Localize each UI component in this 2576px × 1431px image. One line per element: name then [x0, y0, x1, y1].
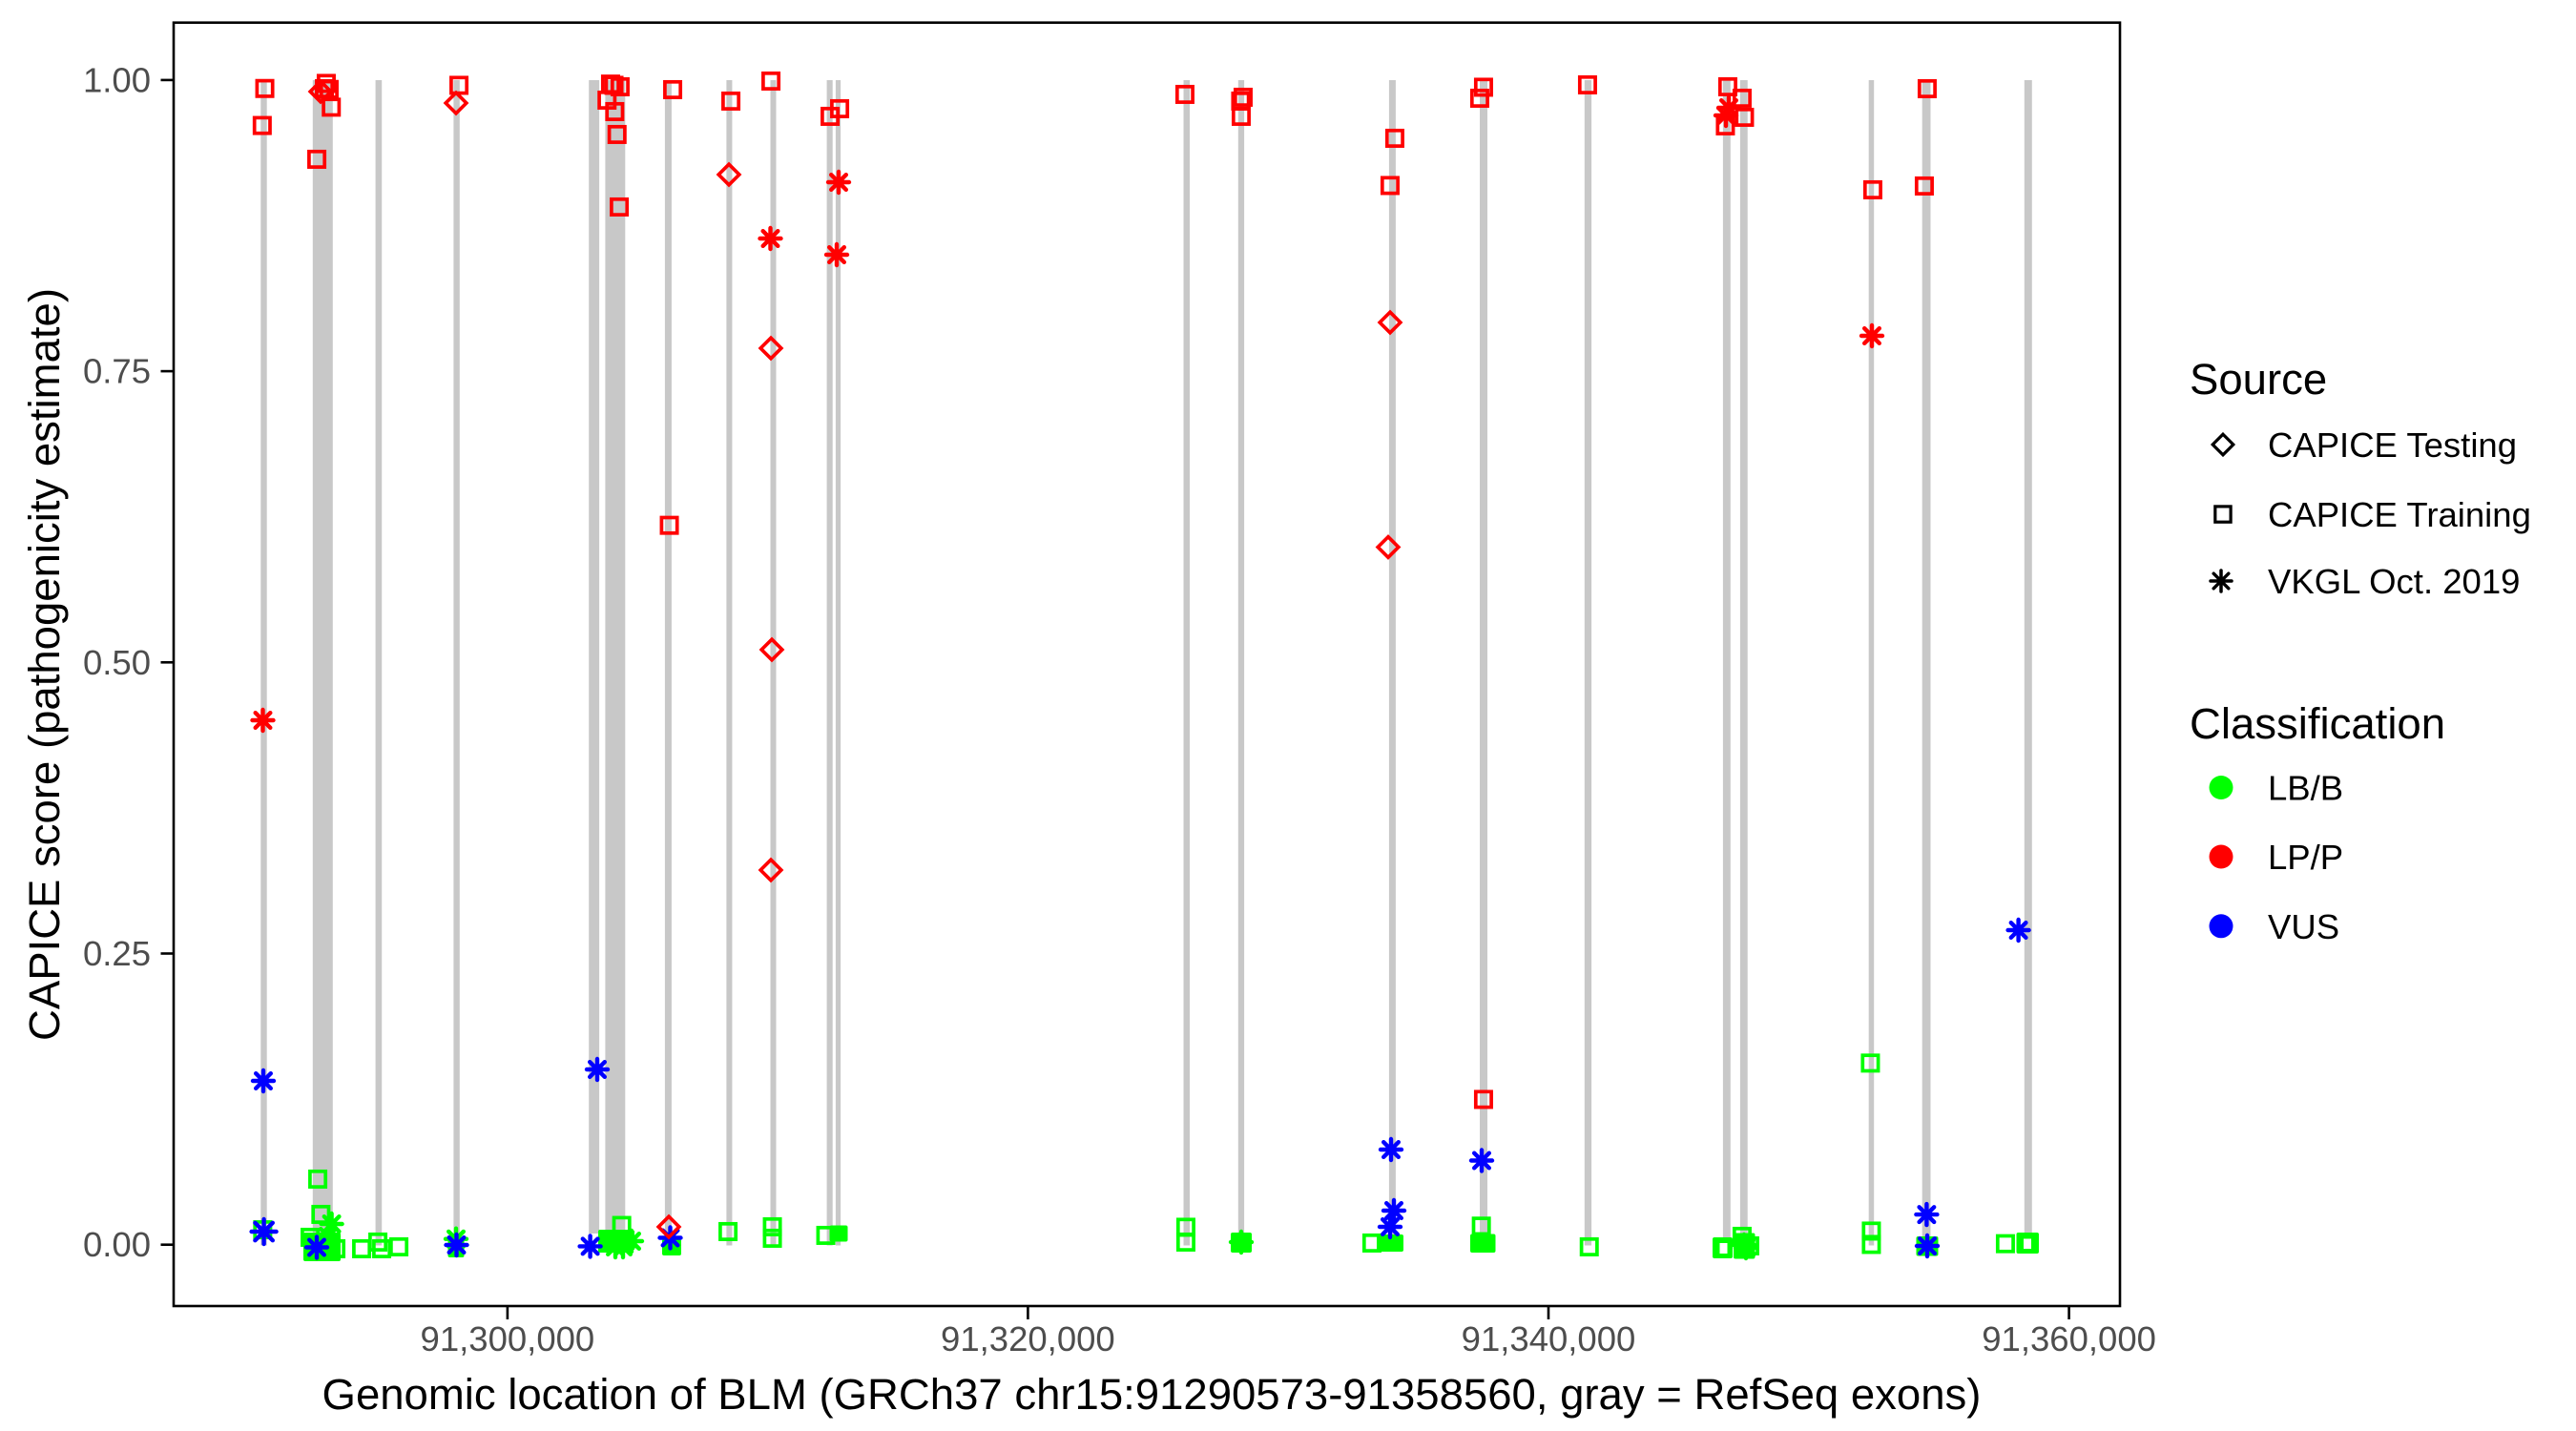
svg-text:CAPICE score (pathogenicity es: CAPICE score (pathogenicity estimate)	[20, 288, 69, 1041]
svg-text:91,340,000: 91,340,000	[1462, 1319, 1636, 1358]
svg-text:CAPICE Testing: CAPICE Testing	[2268, 425, 2517, 465]
svg-text:0.75: 0.75	[83, 352, 151, 391]
svg-text:0.25: 0.25	[83, 934, 151, 973]
svg-text:0.50: 0.50	[83, 643, 151, 682]
svg-text:Genomic location of BLM (GRCh3: Genomic location of BLM (GRCh37 chr15:91…	[322, 1370, 1982, 1419]
svg-text:0.00: 0.00	[83, 1225, 151, 1264]
svg-text:91,300,000: 91,300,000	[421, 1319, 595, 1358]
svg-text:Classification: Classification	[2190, 699, 2445, 748]
svg-text:VUS: VUS	[2268, 907, 2339, 946]
svg-text:91,320,000: 91,320,000	[941, 1319, 1115, 1358]
svg-text:1.00: 1.00	[83, 60, 151, 99]
svg-text:LP/P: LP/P	[2268, 838, 2343, 877]
svg-text:VKGL Oct. 2019: VKGL Oct. 2019	[2268, 562, 2520, 601]
svg-text:CAPICE Training: CAPICE Training	[2268, 495, 2531, 534]
svg-text:Source: Source	[2190, 355, 2327, 404]
svg-text:91,360,000: 91,360,000	[1982, 1319, 2156, 1358]
svg-text:LB/B: LB/B	[2268, 769, 2343, 808]
